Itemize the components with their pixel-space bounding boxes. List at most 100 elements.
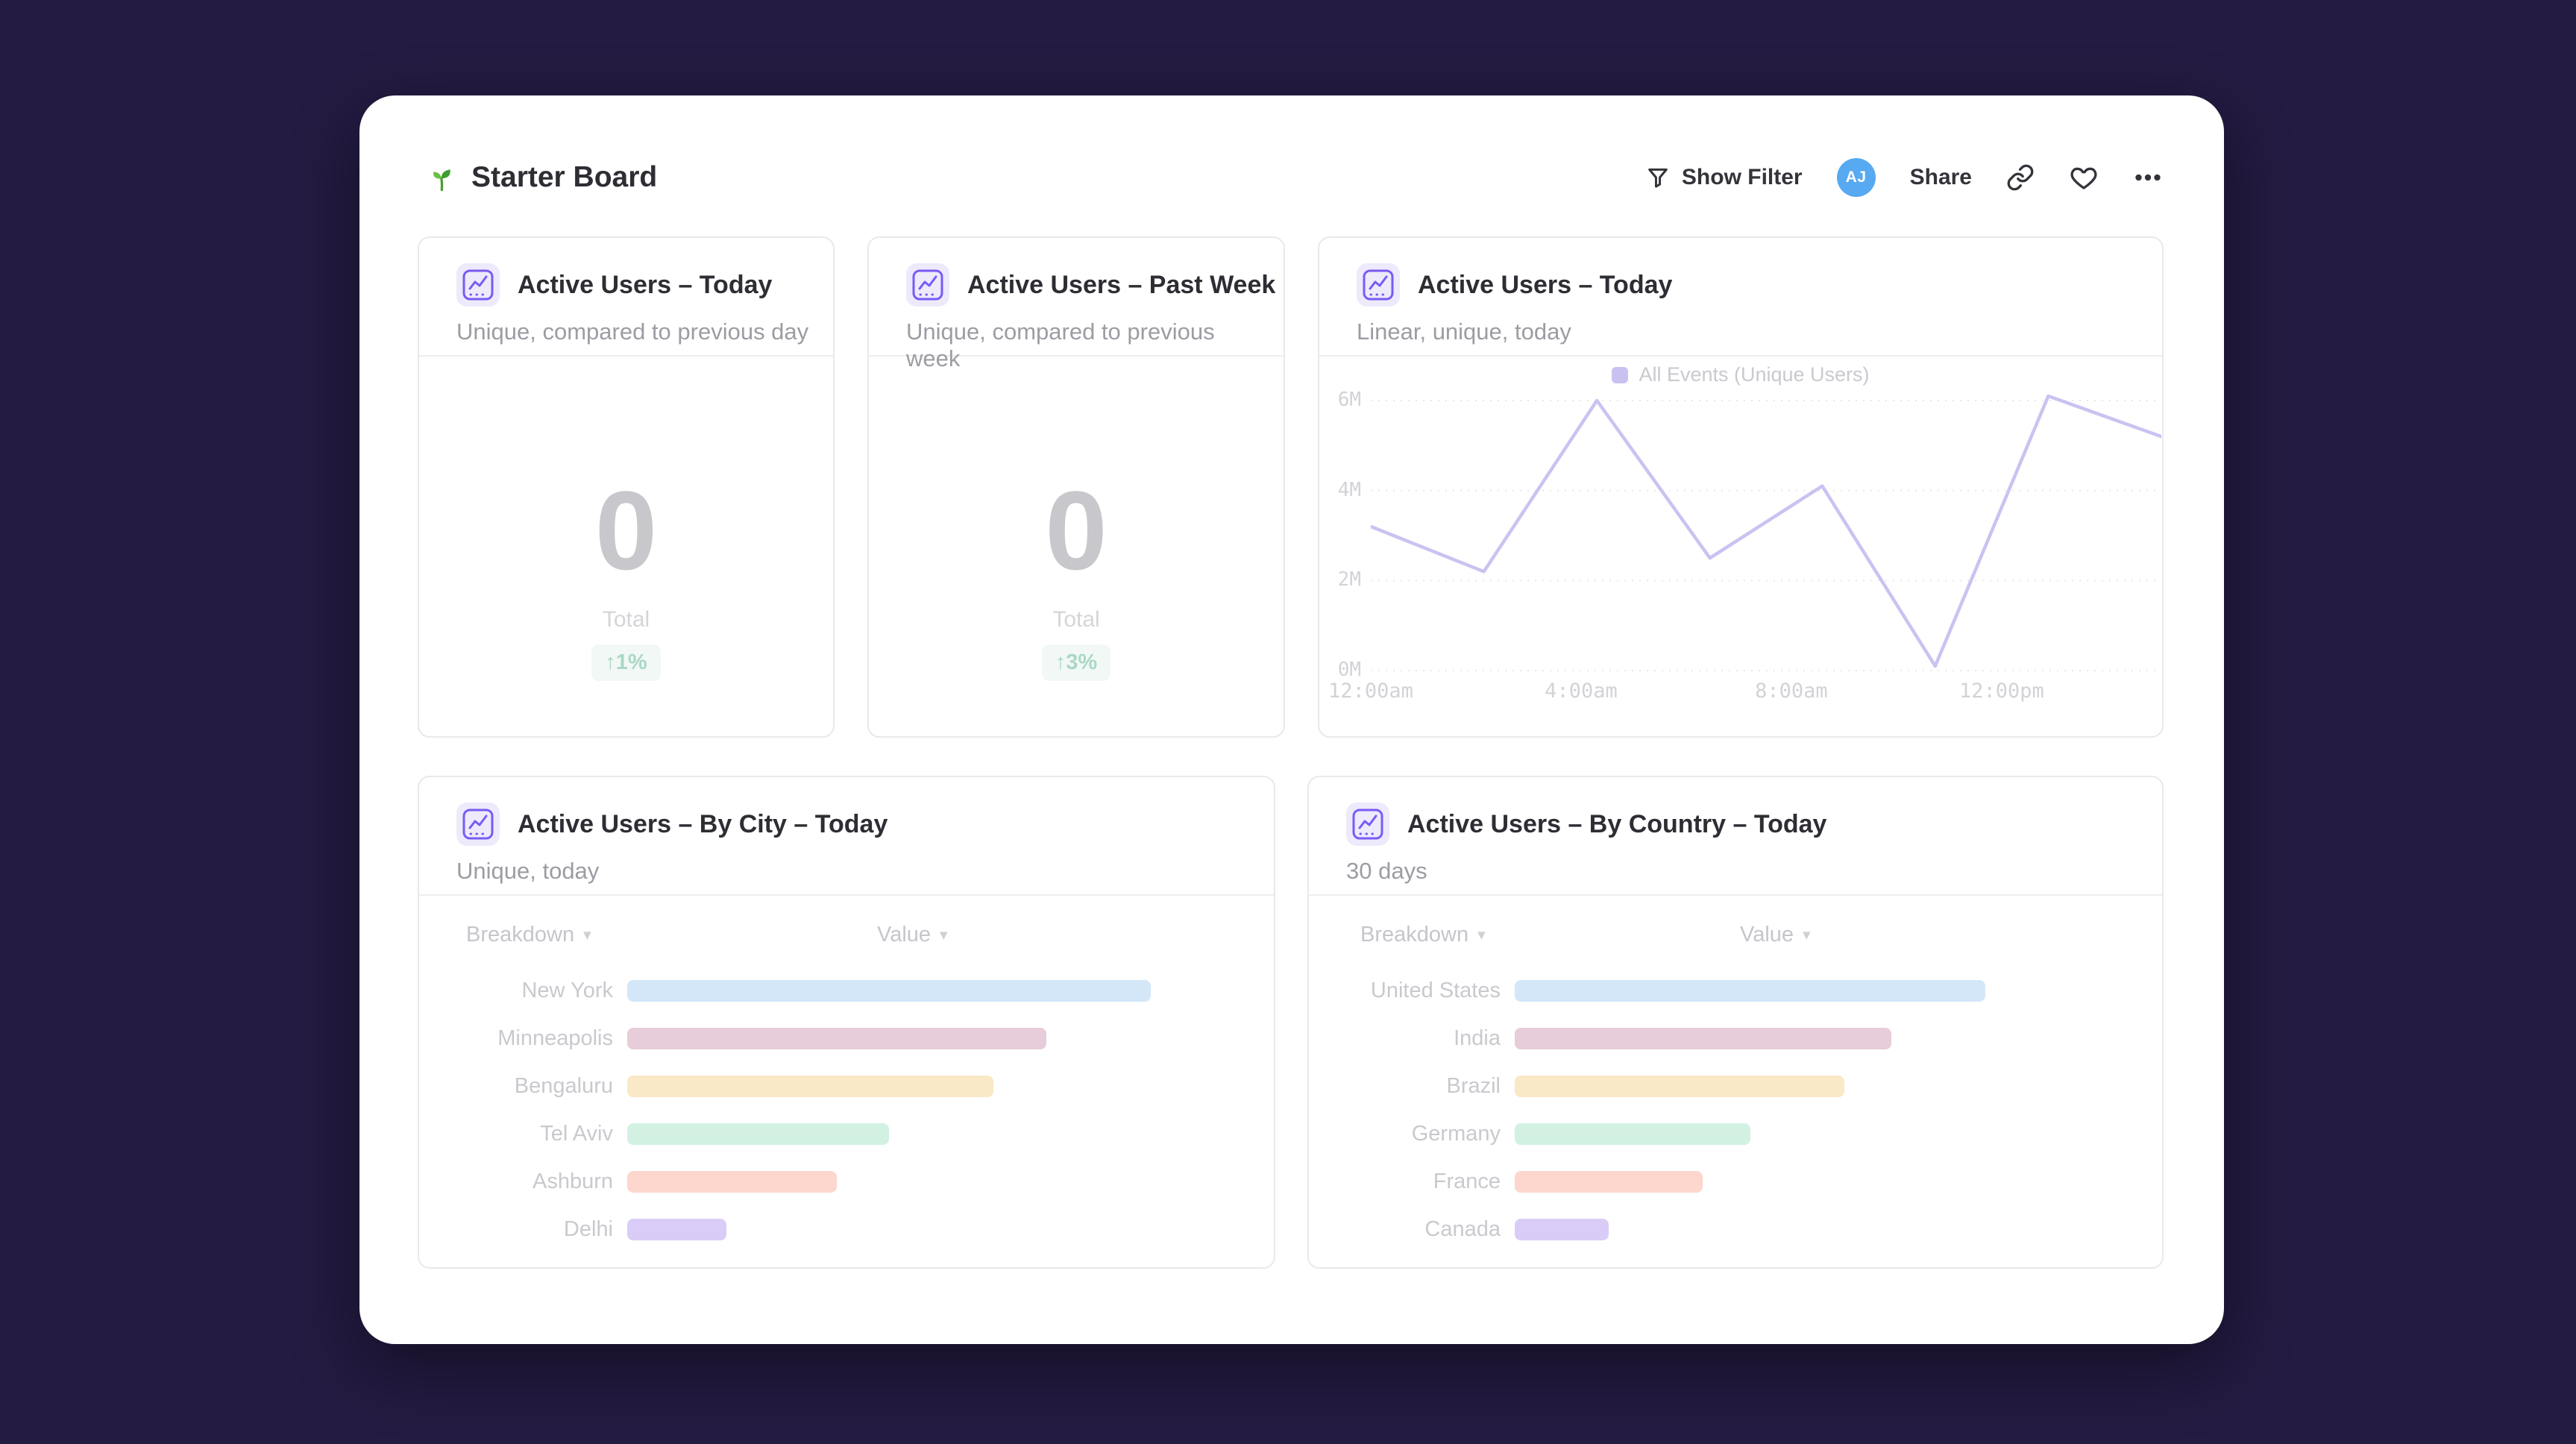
bar[interactable]	[1515, 979, 1985, 1002]
card-header: Active Users – Today Linear, unique, tod…	[1319, 238, 2162, 357]
bar[interactable]	[627, 1218, 727, 1240]
breakdown-row: Bengaluru	[419, 1062, 1274, 1110]
card-subtitle: Unique, today	[456, 858, 600, 884]
kpi-value-label: Total	[602, 607, 650, 632]
kpi-delta-badge: ↑1%	[591, 644, 661, 681]
bar[interactable]	[627, 1075, 994, 1097]
breakdown-column-header[interactable]: Breakdown ▾	[466, 923, 591, 947]
line-chart-svg	[1369, 394, 2164, 671]
card-subtitle: Unique, compared to previous day	[456, 318, 809, 345]
breakdown-row: India	[1309, 1014, 2162, 1062]
line-series	[1369, 394, 2164, 668]
kpi-value: 0	[594, 468, 658, 593]
breakdown-label: Tel Aviv	[540, 1121, 613, 1146]
line-chart-plot[interactable]	[1369, 380, 2164, 715]
breakdown-column-header[interactable]: Breakdown ▾	[1360, 923, 1486, 947]
card-title[interactable]: Active Users – Today	[1418, 270, 1673, 299]
chevron-down-icon: ▾	[583, 926, 591, 944]
bar-track	[1515, 1170, 1985, 1193]
y-tick-label: 0M	[1337, 659, 1361, 681]
page-title: Starter Board	[471, 161, 658, 193]
bar-track	[1515, 1123, 1985, 1145]
copy-link-icon[interactable]	[2006, 163, 2035, 192]
y-tick-label: 2M	[1337, 568, 1361, 591]
chevron-down-icon: ▾	[1803, 926, 1811, 944]
chevron-down-icon: ▾	[940, 926, 948, 944]
card-header: Active Users – Past Week Unique, compare…	[869, 238, 1284, 371]
y-tick-label: 6M	[1337, 389, 1361, 411]
breakdown-label: New York	[521, 978, 613, 1002]
card-subtitle: Unique, compared to previous week	[906, 318, 1215, 371]
board-header: Starter Board Show Filter AJ Share	[425, 139, 2163, 216]
breakdown-row: Germany	[1309, 1110, 2162, 1158]
breakdown-label: Ashburn	[532, 1169, 613, 1193]
card-title[interactable]: Active Users – By Country – Today	[1407, 809, 1827, 838]
bar[interactable]	[1515, 1218, 1609, 1240]
breakdown-row: Delhi	[419, 1205, 1274, 1253]
header-controls: Show Filter AJ Share	[1645, 158, 2163, 197]
card-title[interactable]: Active Users – Past Week	[967, 270, 1276, 299]
breakdown-row: France	[1309, 1158, 2162, 1205]
bar-track	[627, 1075, 1151, 1097]
breakdown-rows: New York Minneapolis Bengaluru Tel Aviv Ashb…	[419, 967, 1274, 1253]
card-active-users-by-country: Active Users – By Country – Today 30 day…	[1307, 776, 2164, 1269]
value-column-header[interactable]: Value ▾	[1740, 923, 1811, 947]
bar-track	[627, 1123, 1151, 1145]
bar[interactable]	[627, 979, 1151, 1002]
x-tick-label: 12:00pm	[1958, 679, 2044, 703]
value-column-header[interactable]: Value ▾	[877, 923, 948, 947]
bar[interactable]	[627, 1123, 889, 1145]
sprout-icon	[425, 161, 458, 194]
breakdown-table-header: Breakdown ▾ Value ▾	[1309, 897, 2162, 964]
show-filter-button[interactable]: Show Filter	[1645, 165, 1803, 190]
bar[interactable]	[1515, 1123, 1750, 1145]
chart-icon	[906, 263, 949, 307]
breakdown-row: Brazil	[1309, 1062, 2162, 1110]
card-active-users-past-week: Active Users – Past Week Unique, compare…	[867, 236, 1285, 738]
breakdown-label: Germany	[1411, 1121, 1501, 1146]
breakdown-label: Brazil	[1446, 1073, 1501, 1098]
favorite-heart-icon[interactable]	[2069, 163, 2099, 192]
avatar[interactable]: AJ	[1836, 158, 1876, 197]
share-button[interactable]: Share	[1909, 165, 1972, 189]
breakdown-label: Minneapolis	[497, 1026, 613, 1050]
filter-funnel-icon	[1645, 165, 1671, 190]
bar[interactable]	[1515, 1170, 1703, 1193]
legend-swatch	[1612, 366, 1629, 383]
card-header: Active Users – By Country – Today 30 day…	[1309, 777, 2162, 896]
y-tick-label: 4M	[1337, 478, 1361, 501]
kpi-content: 0 Total ↑1%	[419, 355, 833, 736]
kpi-content: 0 Total ↑3%	[869, 355, 1284, 736]
card-header: Active Users – Today Unique, compared to…	[419, 238, 833, 357]
x-tick-label: 8:00am	[1755, 679, 1828, 703]
bar[interactable]	[1515, 1027, 1891, 1049]
card-title[interactable]: Active Users – By City – Today	[518, 809, 888, 838]
bar-track	[627, 1027, 1151, 1049]
bar-track	[1515, 979, 1985, 1002]
bar-track	[627, 1170, 1151, 1193]
bar[interactable]	[627, 1170, 837, 1193]
bar[interactable]	[627, 1027, 1046, 1049]
breakdown-label: Canada	[1424, 1217, 1501, 1241]
bar-track	[627, 979, 1151, 1002]
chart-icon	[1357, 263, 1400, 307]
card-active-users-today-line: Active Users – Today Linear, unique, tod…	[1318, 236, 2164, 738]
dashboard-panel: Starter Board Show Filter AJ Share	[359, 95, 2224, 1344]
x-tick-label: 12:00am	[1328, 679, 1413, 703]
breakdown-row: New York	[419, 967, 1274, 1014]
breakdown-row: Tel Aviv	[419, 1110, 1274, 1158]
breakdown-label: Bengaluru	[514, 1073, 613, 1098]
breakdown-row: Canada	[1309, 1205, 2162, 1253]
chart-icon	[456, 803, 500, 846]
card-active-users-today: Active Users – Today Unique, compared to…	[418, 236, 835, 738]
bar[interactable]	[1515, 1075, 1844, 1097]
bar-track	[627, 1218, 1151, 1240]
card-title[interactable]: Active Users – Today	[518, 270, 773, 299]
board-title: Starter Board	[425, 161, 657, 194]
more-options-icon[interactable]	[2133, 163, 2163, 192]
breakdown-row: Ashburn	[419, 1158, 1274, 1205]
breakdown-table-header: Breakdown ▾ Value ▾	[419, 897, 1274, 964]
breakdown-label: United States	[1370, 978, 1501, 1002]
card-subtitle: 30 days	[1346, 858, 1427, 884]
